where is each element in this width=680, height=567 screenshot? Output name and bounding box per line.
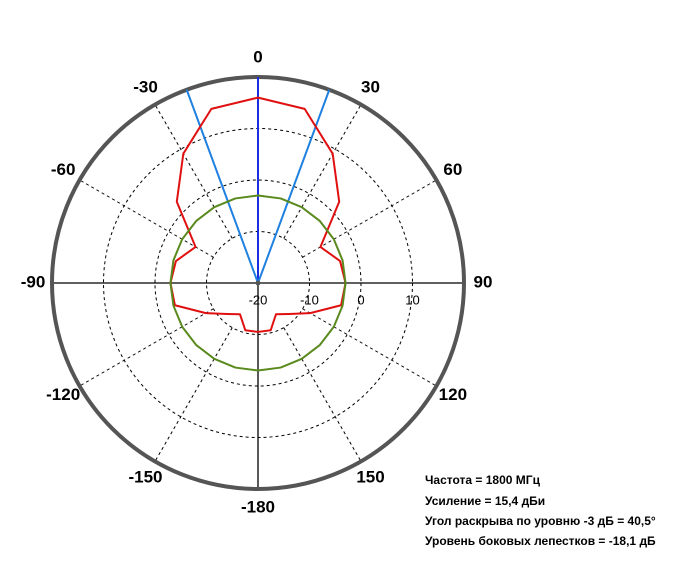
annotation: Угол раскрыва по уровню -3 дБ = 40,5° bbox=[425, 514, 656, 528]
theta-tick-label: 150 bbox=[356, 467, 384, 486]
r-tick-label: 10 bbox=[405, 292, 419, 307]
grid-spoke bbox=[283, 327, 362, 462]
annotation: Частота = 1800 МГц bbox=[425, 473, 541, 487]
theta-tick-label: -120 bbox=[46, 385, 80, 404]
theta-tick-label: -90 bbox=[21, 272, 46, 291]
theta-tick-label: 120 bbox=[439, 385, 467, 404]
grid-spoke bbox=[302, 308, 437, 387]
theta-tick-label: 90 bbox=[474, 272, 493, 291]
grid-spoke bbox=[154, 104, 233, 239]
theta-tick-label: -60 bbox=[51, 160, 76, 179]
annotation: Усиление = 15,4 дБи bbox=[425, 494, 545, 508]
r-tick-label: -10 bbox=[300, 292, 319, 307]
grid-spoke bbox=[283, 104, 362, 239]
center-dot bbox=[255, 280, 261, 286]
beam-line bbox=[257, 89, 331, 284]
theta-tick-label: -30 bbox=[133, 78, 158, 97]
theta-tick-label: 0 bbox=[253, 47, 262, 66]
pattern-line bbox=[169, 194, 347, 372]
pattern-line bbox=[169, 96, 347, 333]
grid-spoke bbox=[79, 179, 214, 258]
grid-spoke bbox=[154, 327, 233, 462]
annotation: Уровень боковых лепестков = -18,1 дБ bbox=[425, 534, 656, 548]
beam-line bbox=[185, 89, 259, 284]
annotations: Частота = 1800 МГц Усиление = 15,4 дБи У… bbox=[425, 473, 656, 548]
grid-spoke bbox=[302, 179, 437, 258]
theta-tick-label: 60 bbox=[443, 160, 462, 179]
theta-tick-label: -180 bbox=[241, 497, 275, 516]
theta-tick-label: 30 bbox=[361, 78, 380, 97]
r-tick-label: 0 bbox=[357, 292, 364, 307]
grid-spoke bbox=[79, 308, 214, 387]
theta-tick-label: -150 bbox=[128, 467, 162, 486]
